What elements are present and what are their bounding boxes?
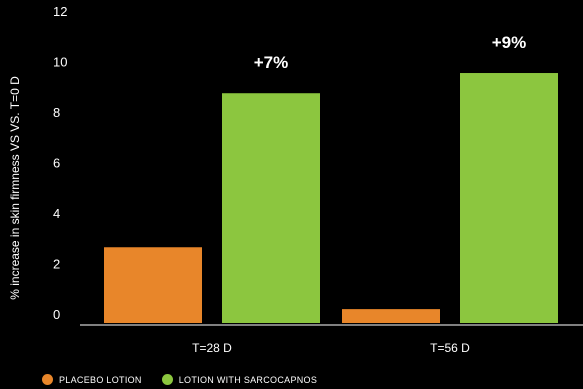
y-tick-label: 4 <box>53 206 60 221</box>
y-tick-label: 8 <box>53 105 60 120</box>
y-tick-label: 12 <box>53 4 67 19</box>
legend-item-placebo: PLACEBO LOTION <box>42 374 142 385</box>
bar-placebo-2 <box>342 309 440 323</box>
y-ticks: 0 2 4 6 8 10 12 <box>53 4 67 322</box>
legend: PLACEBO LOTION LOTION WITH SARCOCAPNOS <box>42 374 317 385</box>
legend-label-sarcocapnos: LOTION WITH SARCOCAPNOS <box>178 374 318 385</box>
legend-swatch-placebo <box>42 374 53 385</box>
y-tick-label: 0 <box>53 307 60 322</box>
y-tick-label: 6 <box>53 156 60 171</box>
y-axis-label: % increase in skin firmness VS VS. T=0 D <box>8 76 22 300</box>
bar-sarcocapnos-1 <box>222 93 320 323</box>
category-labels: T=28 D T=56 D <box>192 341 470 355</box>
legend-swatch-sarcocapnos <box>161 374 173 385</box>
annotations: +7% +9% <box>254 33 527 72</box>
bar-sarcocapnos-2 <box>460 73 558 324</box>
bar-placebo-1 <box>104 247 202 323</box>
legend-item-sarcocapnos: LOTION WITH SARCOCAPNOS <box>161 374 318 385</box>
bar-annotation: +9% <box>492 33 527 52</box>
y-tick-label: 10 <box>53 55 67 70</box>
bar-annotation: +7% <box>254 53 289 72</box>
legend-label-placebo: PLACEBO LOTION <box>59 374 142 385</box>
bars <box>104 73 558 324</box>
y-tick-label: 2 <box>53 257 60 272</box>
category-label: T=28 D <box>192 341 232 355</box>
category-label: T=56 D <box>430 341 470 355</box>
